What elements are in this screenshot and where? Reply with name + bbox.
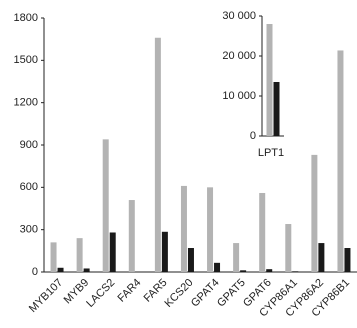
bar <box>273 82 280 136</box>
bar <box>240 270 247 272</box>
bar <box>344 248 351 272</box>
y-tick-label: 300 <box>20 224 38 236</box>
bar <box>259 192 266 272</box>
y-tick-label: 1200 <box>14 97 38 109</box>
bar <box>180 185 187 272</box>
bar <box>109 232 116 272</box>
bar <box>161 231 168 272</box>
x-tick-label: MYB107 <box>27 277 65 315</box>
bar <box>266 269 273 272</box>
bar <box>57 267 64 272</box>
bar <box>285 224 292 272</box>
y-tick-label: 0 <box>32 266 38 278</box>
bar <box>83 268 90 272</box>
bar <box>337 50 344 273</box>
x-tick-label: LACS2 <box>84 277 117 310</box>
y-tick-label: 1500 <box>14 54 38 66</box>
bar <box>292 271 299 272</box>
bar <box>207 187 214 272</box>
bar <box>311 154 318 272</box>
y-tick-label: 0 <box>250 130 256 142</box>
bar <box>76 238 83 272</box>
bar <box>50 242 57 272</box>
y-tick-label: 20 000 <box>222 50 256 62</box>
bar <box>187 248 194 272</box>
bar <box>266 24 273 136</box>
y-tick-label: 600 <box>20 181 38 193</box>
x-tick-label: GPAT5 <box>215 277 248 310</box>
y-tick-label: 10 000 <box>222 90 256 102</box>
bar <box>128 200 135 272</box>
bar <box>233 243 240 272</box>
bar <box>102 139 109 272</box>
y-tick-label: 1800 <box>14 12 38 24</box>
bar <box>318 243 325 272</box>
y-tick-label: 900 <box>20 139 38 151</box>
x-tick-label: LPT1 <box>258 147 284 159</box>
x-tick-label: KCS20 <box>163 277 196 310</box>
bar <box>154 37 161 272</box>
bar <box>214 262 221 272</box>
y-tick-label: 30 000 <box>222 10 256 22</box>
x-tick-label: FAR4 <box>116 277 144 305</box>
x-tick-label: GPAT4 <box>189 277 222 310</box>
